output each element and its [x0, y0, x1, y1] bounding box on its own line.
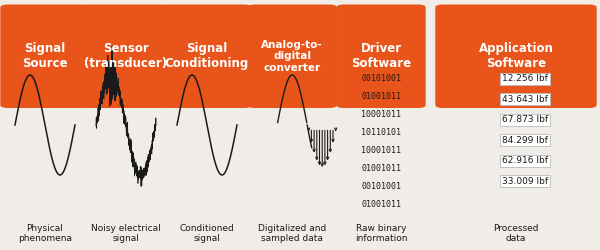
- Text: 67.873 lbf: 67.873 lbf: [502, 115, 548, 124]
- Text: 00101001: 00101001: [361, 182, 401, 191]
- Text: 00101001: 00101001: [361, 74, 401, 83]
- FancyBboxPatch shape: [436, 4, 597, 108]
- Text: 84.299 lbf: 84.299 lbf: [502, 136, 548, 145]
- FancyBboxPatch shape: [0, 4, 90, 108]
- Text: Physical
phenomena: Physical phenomena: [18, 224, 72, 244]
- Text: 01001011: 01001011: [361, 92, 401, 101]
- Text: Driver
Software: Driver Software: [351, 42, 411, 70]
- Text: 62.916 lbf: 62.916 lbf: [502, 156, 548, 165]
- FancyBboxPatch shape: [162, 4, 252, 108]
- Text: Raw binary
information: Raw binary information: [355, 224, 407, 244]
- Text: Signal
Conditioning: Signal Conditioning: [165, 42, 249, 70]
- FancyBboxPatch shape: [337, 4, 426, 108]
- Text: 10110101: 10110101: [361, 128, 401, 137]
- Text: 01001011: 01001011: [361, 164, 401, 173]
- Text: 12.256 lbf: 12.256 lbf: [502, 74, 548, 83]
- Text: 10001011: 10001011: [361, 146, 401, 155]
- Text: Conditioned
signal: Conditioned signal: [179, 224, 235, 244]
- Text: Processed
data: Processed data: [493, 224, 539, 244]
- Text: Analog-to-
digital
converter: Analog-to- digital converter: [262, 40, 323, 73]
- Text: 33.009 lbf: 33.009 lbf: [502, 177, 548, 186]
- Text: Digitalized and
sampled data: Digitalized and sampled data: [258, 224, 326, 244]
- FancyBboxPatch shape: [81, 4, 170, 108]
- Text: 10001011: 10001011: [361, 110, 401, 119]
- Text: Application
Software: Application Software: [479, 42, 553, 70]
- Text: 43.643 lbf: 43.643 lbf: [502, 95, 548, 104]
- Text: Signal
Source: Signal Source: [22, 42, 68, 70]
- Text: Sensor
(transducer): Sensor (transducer): [85, 42, 167, 70]
- Text: 01001011: 01001011: [361, 200, 401, 209]
- Text: Noisy electrical
signal: Noisy electrical signal: [91, 224, 161, 244]
- FancyBboxPatch shape: [248, 4, 337, 108]
